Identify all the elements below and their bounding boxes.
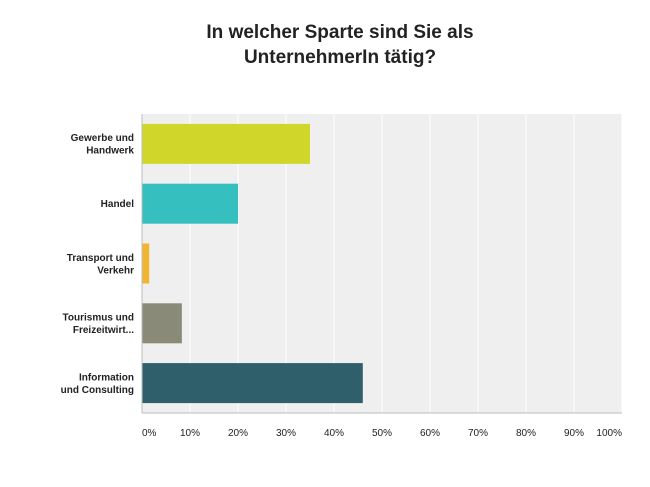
chart-title-line-1: In welcher Sparte sind Sie als (206, 22, 474, 43)
category-label: Handel (101, 199, 135, 210)
bar (142, 303, 182, 344)
x-tick-label: 0% (142, 428, 157, 439)
x-tick-label: 80% (516, 428, 536, 439)
category-label: Tourismus und (63, 313, 134, 324)
category-label: Gewerbe und (71, 133, 134, 144)
x-tick-label: 10% (180, 428, 200, 439)
x-tick-label: 50% (372, 428, 392, 439)
bar (142, 123, 310, 164)
chart-title-line-2: UnternehmerIn tätig? (243, 47, 437, 68)
x-tick-label: 20% (228, 428, 248, 439)
x-tick-label: 60% (420, 428, 440, 439)
x-tick-label: 40% (324, 428, 344, 439)
bar (142, 363, 363, 404)
bar (142, 243, 150, 284)
x-tick-label: 70% (468, 428, 488, 439)
category-label: Freizeitwirt... (73, 325, 134, 336)
category-label: Verkehr (97, 265, 134, 276)
x-tick-label: 30% (276, 428, 296, 439)
x-tick-label: 90% (564, 428, 584, 439)
chart-title: In welcher Sparte sind Sie als Unternehm… (150, 20, 530, 70)
category-label: Handwerk (86, 146, 134, 157)
bar (142, 183, 238, 224)
category-label: Information (79, 372, 134, 383)
x-tick-label: 100% (596, 428, 622, 439)
category-label: Transport und (67, 253, 134, 264)
category-label: und Consulting (61, 385, 134, 396)
